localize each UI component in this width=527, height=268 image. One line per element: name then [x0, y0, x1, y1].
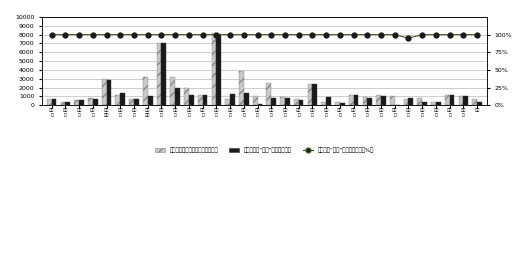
Bar — [445, 95, 450, 105]
Bar — [326, 97, 331, 105]
Bar — [390, 96, 395, 105]
Bar — [79, 100, 84, 105]
Bar — [120, 93, 125, 105]
Bar — [175, 88, 180, 105]
Bar — [170, 77, 175, 105]
Bar — [239, 71, 244, 105]
Bar — [422, 102, 427, 105]
Bar — [74, 100, 79, 105]
Bar — [47, 99, 52, 105]
Bar — [308, 84, 313, 105]
Bar — [299, 100, 304, 105]
Bar — [217, 34, 221, 105]
Bar — [184, 88, 189, 105]
Bar — [367, 98, 372, 105]
Bar — [404, 99, 408, 105]
Bar — [230, 94, 235, 105]
Bar — [285, 98, 290, 105]
Bar — [52, 99, 56, 105]
Bar — [417, 98, 422, 105]
Bar — [458, 96, 463, 105]
Bar — [354, 95, 358, 105]
Bar — [106, 80, 111, 105]
Bar — [225, 99, 230, 105]
Bar — [408, 98, 413, 105]
Bar — [463, 96, 468, 105]
Bar — [313, 84, 317, 105]
Bar — [148, 96, 152, 105]
Bar — [88, 98, 93, 105]
Bar — [335, 102, 340, 105]
Bar — [161, 43, 166, 105]
Bar — [280, 97, 285, 105]
Bar — [115, 95, 120, 105]
Bar — [65, 102, 70, 105]
Bar — [376, 95, 381, 105]
Bar — [211, 33, 217, 105]
Bar — [294, 99, 299, 105]
Bar — [472, 99, 477, 105]
Bar — [363, 97, 367, 105]
Bar — [102, 79, 106, 105]
Legend: 应当签署委托书承诺书工程（栋）, 实际已签署“合同”承诺书（栋）, 新建工程“合同”书签署覆盖率（%）: 应当签署委托书承诺书工程（栋）, 实际已签署“合同”承诺书（栋）, 新建工程“合… — [153, 145, 376, 155]
Bar — [321, 102, 326, 105]
Bar — [61, 102, 65, 105]
Bar — [340, 103, 345, 105]
Bar — [189, 95, 194, 105]
Bar — [436, 102, 441, 105]
Bar — [431, 102, 436, 105]
Bar — [271, 98, 276, 105]
Bar — [267, 83, 271, 105]
Bar — [381, 96, 386, 105]
Bar — [450, 95, 454, 105]
Bar — [258, 104, 262, 105]
Bar — [477, 102, 482, 105]
Bar — [244, 93, 249, 105]
Bar — [129, 99, 134, 105]
Bar — [143, 77, 148, 105]
Bar — [202, 95, 208, 105]
Bar — [93, 99, 97, 105]
Bar — [349, 95, 354, 105]
Bar — [253, 96, 258, 105]
Bar — [157, 43, 161, 105]
Bar — [134, 99, 139, 105]
Bar — [198, 95, 202, 105]
